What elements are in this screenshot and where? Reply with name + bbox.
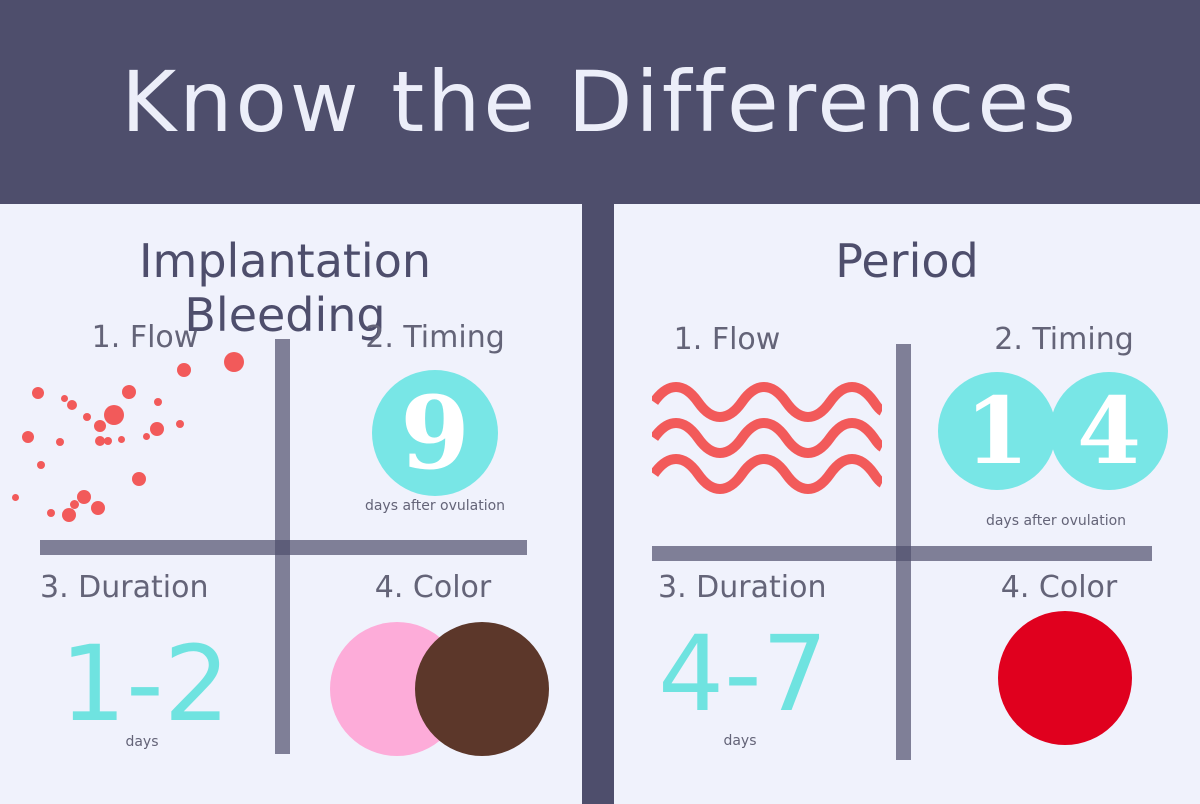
period-color-label: 4. Color bbox=[1000, 570, 1118, 605]
period-flow-waves-icon bbox=[652, 382, 882, 494]
period-timing-digit-1: 1 bbox=[964, 377, 1029, 485]
flow-dot bbox=[83, 413, 91, 421]
flow-dot bbox=[67, 400, 77, 410]
flow-dot bbox=[32, 387, 44, 399]
flow-dot bbox=[22, 431, 34, 443]
implantation-flow-dots bbox=[0, 204, 260, 534]
period-timing-label: 2. Timing bbox=[994, 322, 1134, 357]
flow-dot bbox=[61, 395, 68, 402]
period-duration-value: 4-7 bbox=[658, 613, 828, 735]
flow-dot bbox=[177, 363, 191, 377]
flow-dot bbox=[56, 438, 64, 446]
flow-dot bbox=[143, 433, 150, 440]
header-banner: Know the Differences bbox=[0, 0, 1200, 200]
implantation-duration-caption: days bbox=[125, 734, 159, 750]
period-timing-caption: days after ovulation bbox=[985, 513, 1127, 529]
flow-dot bbox=[70, 500, 79, 509]
implantation-timing-circle: 9 bbox=[372, 370, 498, 496]
implantation-timing-caption: days after ovulation bbox=[364, 498, 506, 514]
flow-dot bbox=[77, 490, 91, 504]
flow-dot bbox=[132, 472, 146, 486]
flow-dot bbox=[37, 461, 45, 469]
implantation-color-brown-swatch bbox=[415, 622, 549, 756]
page-title: Know the Differences bbox=[121, 53, 1079, 151]
implantation-panel: Implantation Bleeding 1. Flow 2. Timing bbox=[0, 204, 582, 804]
flow-dot bbox=[224, 352, 244, 372]
flow-dot bbox=[104, 405, 124, 425]
flow-dot bbox=[104, 437, 112, 445]
period-title: Period bbox=[835, 234, 979, 288]
flow-dot bbox=[150, 422, 164, 436]
flow-dot bbox=[118, 436, 125, 443]
period-panel: Period 1. Flow 2. Timing 1 4 days after … bbox=[614, 204, 1200, 804]
implantation-flow-label: 1. Flow bbox=[91, 320, 199, 355]
period-horizontal-divider bbox=[652, 546, 1152, 561]
flow-dot bbox=[12, 494, 19, 501]
implantation-timing-value: 9 bbox=[400, 374, 470, 492]
period-color-red-swatch bbox=[998, 611, 1132, 745]
flow-dot bbox=[122, 385, 136, 399]
implantation-duration-value: 1-2 bbox=[60, 623, 230, 745]
implantation-color-label: 4. Color bbox=[374, 570, 492, 605]
flow-dot bbox=[154, 398, 162, 406]
period-flow-label: 1. Flow bbox=[673, 322, 781, 357]
flow-dot bbox=[176, 420, 184, 428]
period-timing-circle-1: 1 bbox=[938, 372, 1056, 490]
flow-dot bbox=[62, 508, 76, 522]
implantation-duration-label: 3. Duration bbox=[40, 570, 209, 605]
period-timing-circle-2: 4 bbox=[1050, 372, 1168, 490]
flow-dot bbox=[94, 420, 106, 432]
flow-dot bbox=[91, 501, 105, 515]
flow-dot bbox=[47, 509, 55, 517]
implantation-timing-label: 2. Timing bbox=[365, 320, 505, 355]
period-duration-label: 3. Duration bbox=[658, 570, 827, 605]
period-timing-digit-2: 4 bbox=[1076, 377, 1141, 485]
implantation-title: Implantation Bleeding bbox=[138, 234, 432, 342]
implantation-horizontal-divider bbox=[40, 540, 527, 555]
flow-dot bbox=[95, 436, 105, 446]
period-duration-caption: days bbox=[723, 733, 757, 749]
